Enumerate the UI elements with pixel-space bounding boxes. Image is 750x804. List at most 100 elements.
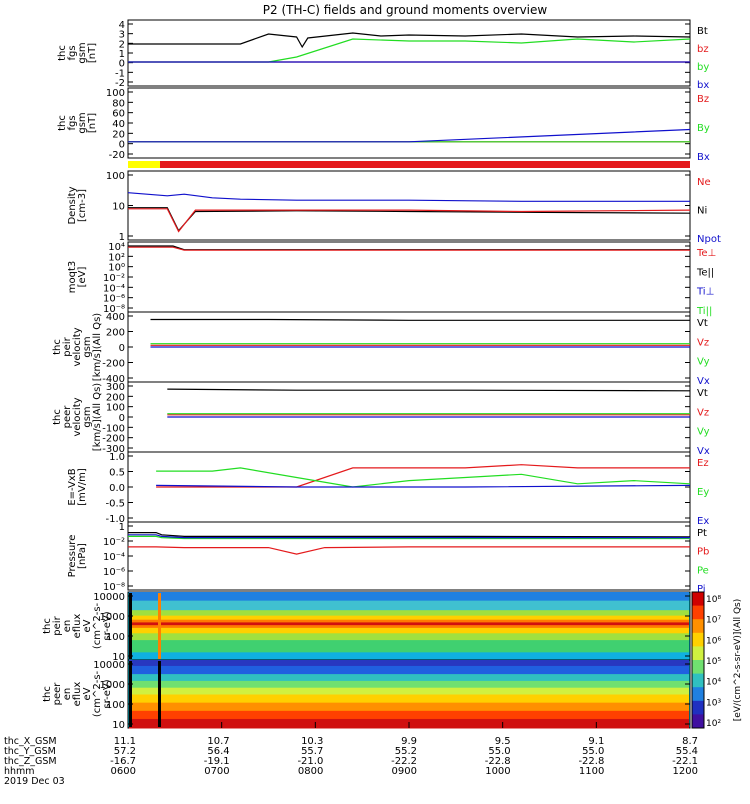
spectrogram-band bbox=[129, 710, 689, 719]
x-tick-label-t: 1200 bbox=[673, 766, 698, 777]
x-tick-label-z: -22.2 bbox=[391, 756, 417, 767]
y-axis-label: en bbox=[62, 688, 73, 701]
x-tick-label-y: 55.0 bbox=[582, 746, 604, 757]
colorbar-segment bbox=[692, 632, 704, 647]
legend-ni: Ni bbox=[697, 206, 707, 217]
y-tick-label: 10⁻⁶ bbox=[103, 294, 125, 305]
y-tick-label: 10² bbox=[108, 252, 125, 263]
legend-te⊥: Te⊥ bbox=[696, 248, 716, 259]
series-line-pi bbox=[128, 534, 690, 539]
y-tick-label: -200 bbox=[102, 434, 125, 445]
x-tick-label-y: 55.4 bbox=[676, 746, 698, 757]
legend-vt: Vt bbox=[697, 318, 708, 329]
y-axis-label: velocity bbox=[72, 327, 83, 366]
y-axis-label: gsm bbox=[82, 336, 93, 357]
legend-pi: Pi bbox=[697, 584, 706, 595]
panel-8: 1 10⁻² 10⁻⁴ 10⁻⁶ 10⁻⁸ Pressure [nPa] Pt Pb Pe Pi bbox=[67, 521, 709, 595]
y-tick-label: 10⁰ bbox=[108, 263, 125, 274]
y-tick-label: 80 bbox=[112, 98, 125, 109]
series-line-ez bbox=[156, 464, 690, 488]
y-axis-label: eflux bbox=[72, 682, 83, 707]
legend-vt: Vt bbox=[697, 388, 708, 399]
legend-by: by bbox=[697, 62, 709, 73]
series-line-ne bbox=[128, 208, 691, 233]
panel-9: 10000 1000 100 10 thc peir en eflux eV (cm^2-s-sr… bbox=[42, 591, 691, 663]
y-tick-label: 0.5 bbox=[109, 468, 125, 479]
y-tick-label: 3 bbox=[119, 30, 125, 41]
y-tick-label: -100 bbox=[102, 423, 125, 434]
x-tick-label-t: 1000 bbox=[485, 766, 510, 777]
colorbar-segment bbox=[692, 592, 704, 607]
data-gap bbox=[129, 593, 132, 659]
spectrogram-band bbox=[129, 694, 689, 703]
y-axis-label: en bbox=[62, 620, 73, 633]
series-line-pt bbox=[128, 531, 691, 538]
x-tick-label-y: 55.2 bbox=[395, 746, 417, 757]
y-axis-label: peer bbox=[52, 682, 63, 706]
legend-pt: Pt bbox=[697, 528, 707, 539]
panel-frame bbox=[127, 87, 691, 159]
spectrogram-band bbox=[129, 702, 689, 711]
y-tick-label: 4 bbox=[119, 20, 125, 31]
y-tick-label: 200 bbox=[106, 392, 125, 403]
y-tick-label: -1.0 bbox=[105, 514, 125, 525]
y-axis-label: [km/s](All Qs) bbox=[92, 383, 103, 451]
legend-vy: Vy bbox=[697, 357, 710, 368]
panel-frame bbox=[127, 241, 691, 313]
legend-bz: Bz bbox=[697, 94, 709, 105]
legend-vz: Vz bbox=[697, 337, 709, 348]
y-axis-label: (cm^2-s- bbox=[92, 670, 103, 717]
x-tick-label-x: 10.7 bbox=[207, 736, 229, 747]
y-tick-label: 10⁻⁴ bbox=[103, 283, 125, 294]
y-tick-label: 100 bbox=[106, 171, 125, 182]
spectrogram-band bbox=[129, 632, 689, 641]
spectrogram-band bbox=[129, 600, 689, 611]
colorbar-tick-label: 10⁷ bbox=[706, 616, 721, 626]
panel-frame bbox=[127, 19, 691, 87]
colorbar-label: [eV/(cm^2-s-sr-eV)](All Qs) bbox=[733, 599, 743, 722]
y-tick-label: 1 bbox=[119, 49, 125, 60]
y-tick-label: -1 bbox=[115, 68, 125, 79]
y-tick-label: 1 bbox=[119, 232, 125, 243]
y-tick-label: 20 bbox=[112, 129, 125, 140]
series-line-pb bbox=[128, 546, 690, 555]
x-tick-label-z: -22.1 bbox=[672, 756, 698, 767]
colorbar-segment bbox=[692, 700, 704, 715]
legend-ti⊥: Ti⊥ bbox=[696, 287, 714, 298]
x-tick-label-y: 55.7 bbox=[301, 746, 323, 757]
y-tick-label: -0.5 bbox=[105, 499, 125, 510]
y-tick-label: 0 bbox=[119, 59, 125, 70]
plot-title: P2 (TH-C) fields and ground moments over… bbox=[263, 3, 548, 17]
y-axis-label: peir bbox=[52, 615, 63, 635]
y-tick-label: 300 bbox=[106, 382, 125, 393]
spectrogram-band bbox=[129, 673, 689, 681]
legend-bx: bx bbox=[697, 80, 709, 91]
x-axis-row-label: hhmm bbox=[4, 766, 35, 777]
panel-frame bbox=[127, 170, 691, 241]
legend-npot: Npot bbox=[697, 234, 721, 245]
legend-bz: bz bbox=[697, 44, 709, 55]
y-axis-label: Pressure bbox=[67, 535, 78, 578]
x-tick-label-x: 8.7 bbox=[682, 736, 698, 747]
colorbar-tick-label: 10⁵ bbox=[706, 657, 721, 667]
panel-frame bbox=[127, 521, 691, 591]
y-axis-label: thc bbox=[42, 686, 53, 702]
x-axis-row-label: thc_Y_GSM bbox=[4, 746, 56, 757]
y-tick-label: 0 bbox=[119, 343, 125, 354]
y-axis-label: sr-eV) bbox=[102, 611, 113, 640]
legend-ey: Ey bbox=[697, 487, 709, 498]
x-tick-label-x: 9.5 bbox=[495, 736, 511, 747]
legend-ti||: Ti|| bbox=[696, 306, 712, 317]
x-tick-label-x: 10.3 bbox=[301, 736, 323, 747]
x-axis-row-label: 2019 Dec 03 bbox=[4, 776, 65, 787]
spectrogram-band bbox=[129, 624, 689, 628]
panel-7: 1.0 0.5 0.0 -0.5 -1.0 E=-VxB [mV/m] Ez Ey Ex bbox=[67, 451, 709, 527]
colorbar-segment bbox=[692, 660, 704, 675]
y-tick-label: -300 bbox=[102, 444, 125, 455]
x-tick-label-t: 0600 bbox=[111, 766, 136, 777]
x-tick-label-z: -22.8 bbox=[578, 756, 604, 767]
y-tick-label: 10 bbox=[112, 652, 125, 663]
